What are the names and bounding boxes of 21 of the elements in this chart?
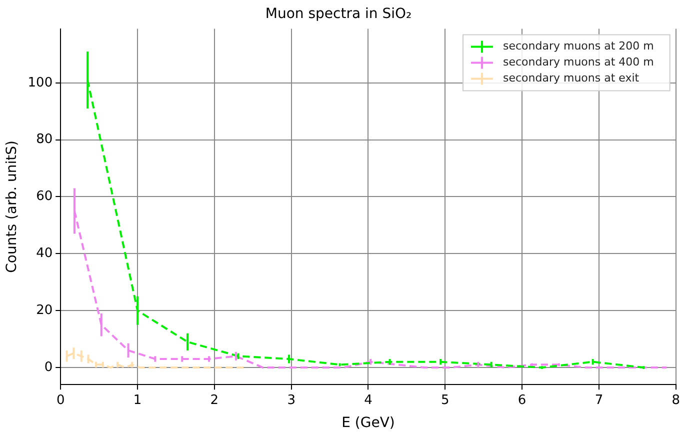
y-tick-label: 60	[36, 189, 53, 204]
y-tick-label: 20	[36, 302, 53, 318]
x-axis-title: E (GeV)	[342, 415, 395, 432]
legend-label: secondary muons at 200 m	[502, 40, 654, 53]
x-tick-label: 7	[594, 392, 604, 408]
legend-label: secondary muons at exit	[502, 72, 640, 85]
chart-title: Muon spectra in SiO₂	[265, 6, 412, 22]
y-tick-label: 100	[28, 75, 53, 90]
y-tick-label: 80	[36, 132, 53, 148]
x-tick-label: 6	[518, 392, 526, 408]
legend-label: secondary muons at 400 m	[502, 56, 654, 69]
x-tick-label: 1	[133, 392, 142, 408]
x-tick-label: 3	[287, 392, 296, 408]
y-axis-title: Counts (arb. unitS)	[4, 140, 20, 273]
y-tick-label: 40	[36, 246, 53, 262]
x-tick-label: 2	[210, 392, 219, 408]
x-tick-label: 4	[364, 392, 372, 408]
y-tick-label: 0	[44, 360, 53, 375]
x-tick-label: 8	[672, 392, 680, 408]
x-tick-label: 5	[441, 392, 450, 408]
x-tick-label: 0	[56, 392, 65, 408]
